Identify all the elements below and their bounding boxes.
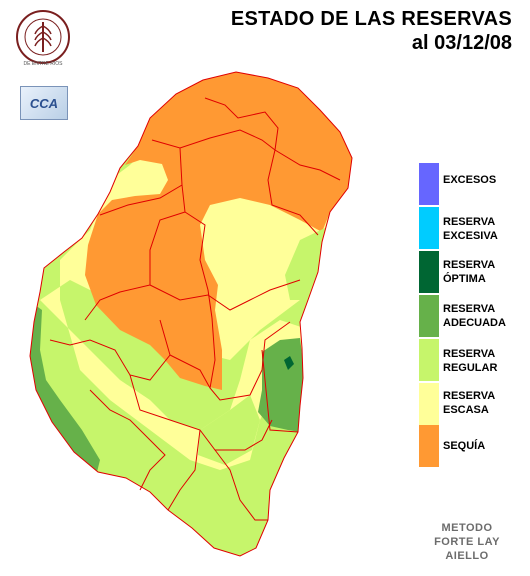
method-line: METODO <box>441 522 493 534</box>
legend-swatch <box>419 251 439 293</box>
legend-label: RESERVA REGULAR <box>443 348 498 374</box>
method-line: FORTE LAY <box>434 536 500 548</box>
legend-swatch <box>419 383 439 425</box>
method-line: AIELLO <box>445 550 489 562</box>
cca-logo: CCA <box>20 86 68 120</box>
zone-escasa-north <box>115 160 165 200</box>
department-borders <box>29 71 353 557</box>
map-date: al 03/12/08 <box>411 32 512 54</box>
zone-optima <box>284 356 294 370</box>
legend-label: RESERVA ADECUADA <box>443 303 506 329</box>
legend-label: EXCESOS <box>443 174 497 186</box>
legend-label: RESERVA ÓPTIMA <box>443 259 496 285</box>
legend-label: RESERVA EXCESIVA <box>443 216 498 242</box>
zone-sequia <box>85 72 352 390</box>
legend-label: RESERVA ESCASA <box>443 390 496 416</box>
legend-label: SEQUÍA <box>443 440 486 452</box>
legend-swatch <box>419 207 439 249</box>
legend-swatch <box>419 339 439 381</box>
zone-adecuada-east <box>258 338 304 432</box>
map-title: ESTADO DE LAS RESERVAS <box>230 8 512 30</box>
zone-adecuada-west <box>30 300 100 476</box>
legend-swatch <box>419 163 439 205</box>
zone-escasa-center <box>205 202 268 282</box>
logo-bottom-text: DE ENTRE RIOS <box>24 61 64 67</box>
legend-swatch <box>419 295 439 337</box>
legend-swatch <box>419 425 439 467</box>
bolsa-cereales-logo: DE ENTRE RIOS <box>16 10 70 67</box>
method-credit: METODO FORTE LAY AIELLO <box>424 521 510 563</box>
